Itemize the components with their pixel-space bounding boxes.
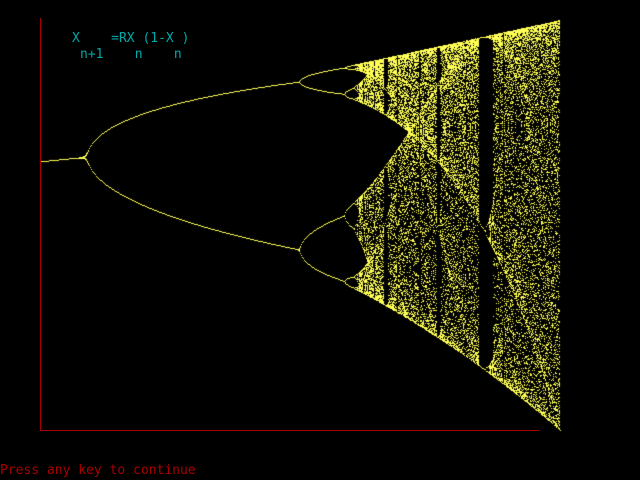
x-axis — [40, 430, 540, 431]
equation-subscripts: n+1 n n — [80, 47, 182, 62]
continue-prompt[interactable]: Press any key to continue — [0, 463, 196, 478]
y-axis — [40, 18, 41, 431]
equation-main: X =RX (1-X ) — [72, 31, 190, 46]
